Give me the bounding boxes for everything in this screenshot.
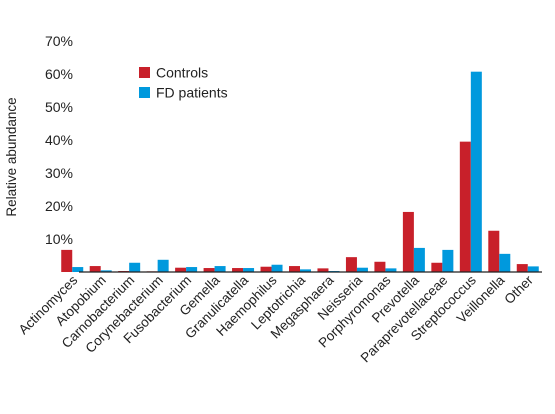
bar-fd-patients-gemella [214,266,226,272]
y-tick-label: 30% [45,165,73,181]
legend-swatch-fd-patients [139,87,150,98]
bar-controls-granulicatella [232,268,244,272]
legend: Controls FD patients [139,65,228,101]
bar-controls-streptococcus [459,141,471,272]
bar-fd-patients-fusobacterium [186,267,198,272]
y-axis-ticks: 10% 20% 30% 40% 50% 60% 70% [45,33,73,247]
y-tick-label: 50% [45,99,73,115]
y-tick-label: 20% [45,198,73,214]
bar-controls-atopobium [89,266,101,272]
y-tick-label: 10% [45,231,73,247]
x-axis-labels: ActinomycesAtopobiumCarnobacteriumCoryne… [16,272,537,365]
y-tick-label: 40% [45,132,73,148]
y-axis-title: Relative abundance [4,97,19,216]
legend-swatch-controls [139,67,150,78]
bar-fd-patients-paraprevotellaceae [442,249,454,272]
bar-controls-haemophilus [260,266,272,272]
bar-controls-paraprevotellaceae [431,262,443,272]
bar-fd-patients-other [527,266,539,272]
x-tick-label-other: Other [501,272,536,307]
bar-fd-patients-veillonella [499,253,511,272]
bar-controls-fusobacterium [175,267,187,272]
bar-controls-prevotella [402,211,414,272]
bar-fd-patients-carnobacterium [129,262,141,272]
bar-controls-gemella [203,268,215,272]
bar-fd-patients-prevotella [413,247,425,272]
y-tick-label: 70% [45,33,73,49]
bar-controls-veillonella [488,230,500,272]
bar-fd-patients-actinomyces [72,267,84,272]
legend-label-fd-patients: FD patients [156,85,228,101]
bars [61,71,539,273]
bar-fd-patients-neisseria [356,267,368,272]
bar-controls-other [516,264,528,272]
bar-fd-patients-porphyromonas [385,268,397,272]
bar-fd-patients-corynebacterium [157,259,169,272]
bar-fd-patients-granulicatella [243,268,255,272]
bar-controls-leptotrichia [289,266,300,272]
bar-controls-megasphaera [317,268,329,272]
bar-controls-neisseria [345,257,357,272]
bar-fd-patients-streptococcus [470,71,482,272]
bar-fd-patients-haemophilus [271,264,283,272]
bar-fd-patients-atopobium [100,270,112,272]
bar-controls-porphyromonas [374,261,386,272]
bar-controls-actinomyces [61,249,73,272]
y-tick-label: 60% [45,66,73,82]
bar-fd-patients-leptotrichia [300,269,311,272]
legend-label-controls: Controls [156,65,208,81]
